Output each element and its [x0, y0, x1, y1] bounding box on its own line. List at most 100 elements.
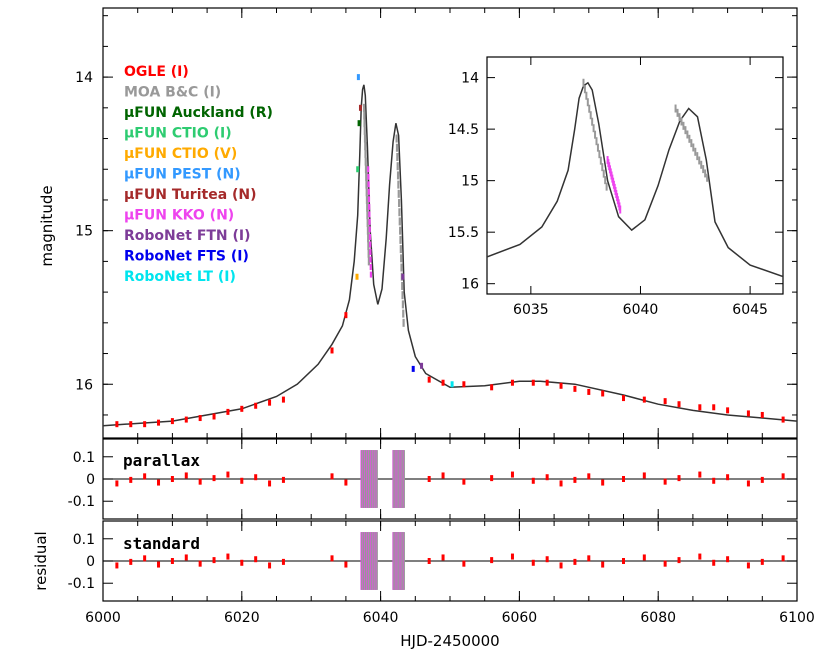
residual-point-1-34	[760, 558, 764, 565]
residual-point-1-26	[622, 558, 625, 564]
residual-point-0-25	[601, 479, 605, 486]
residual-point-0-24	[587, 473, 591, 480]
kko-point-7	[367, 173, 370, 180]
residual-point-0-17	[462, 478, 466, 485]
residual-point-1-5	[184, 554, 188, 561]
moa-point-2	[363, 119, 366, 128]
residual-point-1-4	[170, 558, 174, 564]
ogle-point-6	[198, 415, 202, 422]
x-tick-label-0: 6000	[85, 610, 121, 626]
inset-point-47	[700, 160, 703, 169]
kko-point-63	[368, 233, 372, 240]
moa-point-13	[366, 203, 369, 212]
inset-point-9	[595, 137, 598, 146]
residual-point-1-14	[344, 561, 348, 568]
residual-point-0-34	[760, 476, 764, 483]
residual-point-0-28	[663, 478, 667, 485]
residual-point-1-31	[712, 559, 716, 566]
x-tick-label-2: 6040	[363, 610, 399, 626]
residual-point-1-33	[746, 562, 750, 569]
ogle-point-1	[129, 421, 133, 428]
accent-point-6	[411, 365, 415, 372]
inset-point-6	[591, 117, 594, 126]
ogle-point-25	[601, 390, 605, 397]
residual-point-0-7	[212, 475, 216, 482]
moa-point-20	[367, 257, 371, 266]
moa-point-7	[364, 157, 367, 166]
residual-point-1-0	[115, 562, 119, 569]
legend: OGLE (I) MOA B&C (I) μFUN Auckland (R) μFUN…	[124, 64, 273, 285]
y-axis-title-magnitude: magnitude	[38, 185, 56, 266]
moa-point-29	[398, 208, 401, 217]
y-axis-title-residual: residual	[32, 531, 50, 590]
moa-point-1	[363, 111, 366, 120]
residual-point-0-11	[268, 480, 272, 487]
ogle-point-23	[573, 385, 577, 392]
moa-point-23	[396, 152, 399, 161]
moa-point-22	[395, 143, 399, 152]
residual-point-1-16	[441, 554, 445, 561]
inset-y-tick-label-3: 15.5	[448, 225, 479, 241]
kko-point-56	[368, 226, 371, 233]
ogle-point-0	[115, 421, 119, 428]
residual-point-1-9	[240, 559, 244, 566]
inset-point-16	[605, 182, 608, 191]
residual-point-0-27	[642, 472, 646, 479]
moa-point-30	[398, 217, 401, 226]
residual-point-1-8	[226, 553, 230, 560]
moa-point-26	[397, 180, 400, 189]
ogle-point-29	[677, 401, 681, 408]
kko-point-42	[368, 211, 371, 218]
residual-point-0-21	[545, 474, 549, 481]
inset-model-curve-group	[487, 78, 783, 278]
ogle-point-11	[268, 399, 272, 406]
accent-point-7	[450, 381, 454, 388]
moa-point-21	[395, 134, 398, 143]
legend-entry-8: RoboNet FTN (I)	[124, 228, 251, 244]
main-y-tick-label-2: 16	[75, 377, 93, 393]
ogle-point-22	[559, 382, 563, 389]
kko-point-21	[367, 188, 370, 195]
inset-y-tick-label-0: 14	[461, 71, 479, 87]
moa-point-33	[399, 245, 402, 254]
residual-point-1-21	[545, 556, 549, 563]
residual-point-1-7	[212, 557, 216, 564]
ogle-point-31	[712, 404, 716, 411]
legend-entry-3: μFUN CTIO (I)	[124, 126, 232, 142]
moa-point-32	[399, 235, 402, 244]
inset-point-7	[592, 124, 595, 133]
legend-entry-2: μFUN Auckland (R)	[124, 105, 273, 121]
residual-point-1-11	[268, 562, 272, 569]
inset-y-tick-label-1: 14.5	[448, 122, 479, 138]
main-y-tick-label-0: 14	[75, 70, 93, 86]
kko-point-98	[369, 271, 373, 278]
moa-point-11	[365, 188, 368, 197]
moa-point-4	[363, 134, 367, 143]
moa-point-17	[367, 234, 370, 243]
legend-entry-4: μFUN CTIO (V)	[124, 146, 237, 162]
main-data-points-group	[115, 74, 785, 428]
kko-point-91	[369, 264, 372, 271]
residual-point-1-2	[143, 555, 147, 562]
inset-point-8	[594, 130, 597, 139]
kko-point-70	[369, 241, 372, 248]
residual-point-0-16	[441, 472, 445, 479]
moa-point-16	[366, 226, 370, 235]
inset-point-34	[674, 104, 677, 113]
residual-y-tick-label-1-2: -0.1	[68, 576, 95, 592]
inset-point-33	[619, 205, 622, 214]
residual-point-1-17	[462, 560, 466, 567]
ogle-point-5	[184, 416, 188, 423]
x-axis-title: HJD-2450000	[400, 632, 499, 650]
residual-y-tick-label-0-2: -0.1	[68, 494, 95, 510]
ogle-point-19	[510, 379, 514, 386]
moa-point-37	[401, 281, 404, 290]
ogle-point-8	[226, 408, 230, 415]
ogle-point-18	[490, 384, 494, 391]
inset-frame	[486, 56, 784, 295]
residual-point-1-6	[198, 560, 202, 567]
inset-point-38	[682, 121, 685, 130]
x-tick-labels-group: 6000 6020 6040 6060 6080 6100	[85, 610, 815, 626]
moa-point-14	[366, 211, 369, 220]
residual-point-1-12	[281, 558, 285, 565]
